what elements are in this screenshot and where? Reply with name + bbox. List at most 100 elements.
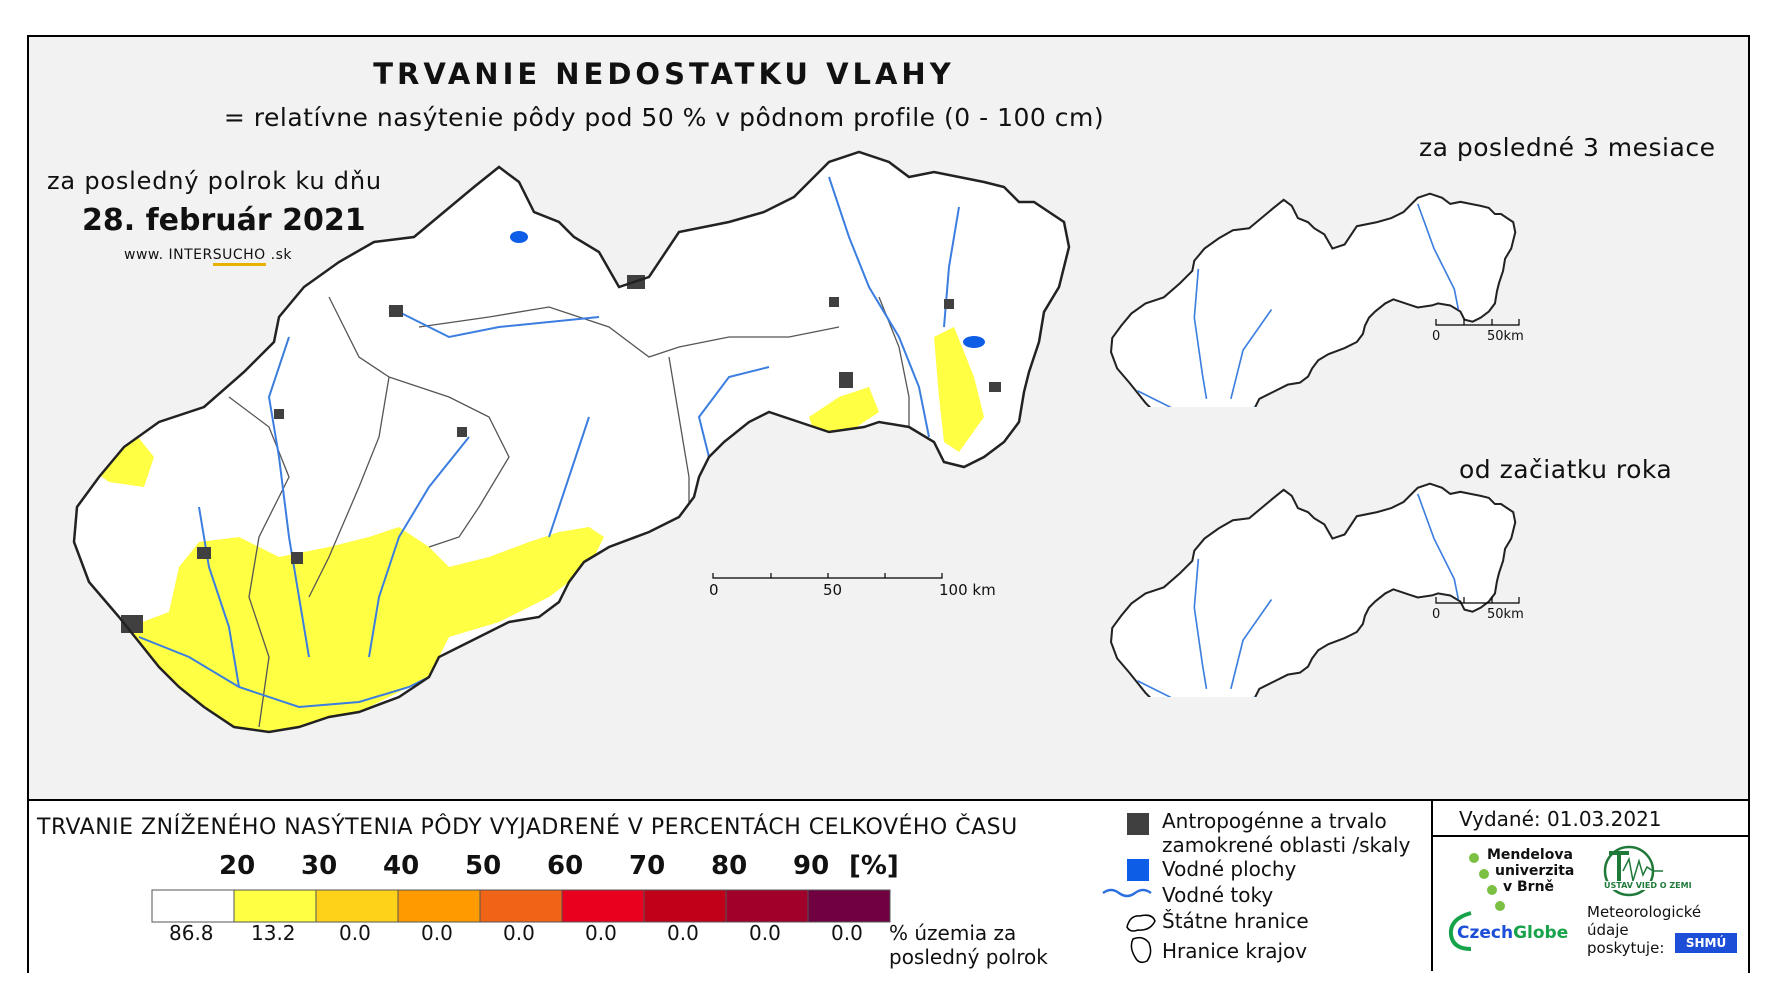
meteo-text: poskytuje: xyxy=(1587,939,1665,957)
map-title: TRVANIE NEDOSTATKU VLAHY xyxy=(373,57,955,91)
inset-3m-scale-bar xyxy=(1435,319,1520,326)
main-date: 28. február 2021 xyxy=(82,203,366,238)
uvgz-logo xyxy=(1603,845,1663,897)
class-label: 30 xyxy=(301,851,338,881)
ramp-box xyxy=(725,889,809,923)
mendel-dot xyxy=(1469,853,1479,863)
pct-value: 0.0 xyxy=(667,921,699,945)
pct-value: 0.0 xyxy=(421,921,453,945)
inset-year-label: od začiatku roka xyxy=(1459,455,1673,484)
inset-year-scale-50: 50km xyxy=(1487,607,1524,622)
pct-value: 0.0 xyxy=(503,921,535,945)
mendel-dot xyxy=(1487,885,1497,895)
rivers xyxy=(138,176,960,709)
map-subtitle: = relatívne nasýtenie pôdy pod 50 % v pô… xyxy=(223,103,1105,132)
partner-logos: Mendelova univerzita v Brně ÚSTAV VIED O… xyxy=(1439,845,1749,970)
region-border xyxy=(668,356,690,517)
urban-area xyxy=(457,427,467,437)
inset-year-scale-0: 0 xyxy=(1432,607,1441,622)
river xyxy=(828,176,930,438)
ramp-box xyxy=(233,889,317,923)
yellow-zone-southwest xyxy=(119,527,604,732)
state-border-key-label: Štátne hranice xyxy=(1162,909,1309,933)
river xyxy=(388,306,600,339)
scale-bar-line xyxy=(1435,319,1520,326)
mendel-name: Mendelova xyxy=(1487,847,1573,863)
river xyxy=(198,506,240,688)
ramp-box xyxy=(561,889,645,923)
class-label: 90 xyxy=(793,851,830,881)
pct-value: 0.0 xyxy=(831,921,863,945)
czechglobe-name: CzechGlobe xyxy=(1457,923,1568,943)
river-key-line xyxy=(1102,888,1152,898)
ramp-box xyxy=(479,889,563,923)
river xyxy=(368,436,470,658)
inset-3m-scale-0: 0 xyxy=(1432,329,1441,344)
ramp-box xyxy=(315,889,399,923)
issued-separator xyxy=(1431,835,1748,837)
region-border xyxy=(388,376,510,548)
river xyxy=(697,366,770,458)
region-key-icon xyxy=(1130,936,1152,964)
ramp-box xyxy=(151,889,235,923)
color-ramp xyxy=(151,889,891,923)
scale-label-100: 100 km xyxy=(939,581,996,599)
urban-area xyxy=(274,409,284,419)
inset-3m-map xyxy=(1110,192,1517,407)
water-bodies xyxy=(510,231,985,348)
state-border-key-icon xyxy=(1126,914,1156,932)
river xyxy=(548,416,590,538)
region-key-shape xyxy=(1130,936,1152,964)
region-border xyxy=(308,296,390,598)
ramp-box xyxy=(643,889,727,923)
water-key-swatch xyxy=(1127,859,1149,881)
urban-area xyxy=(121,615,143,633)
water-key-label: Vodné plochy xyxy=(1162,857,1297,881)
river xyxy=(267,336,310,658)
region-border xyxy=(228,396,290,728)
meteo-text: údaje xyxy=(1587,921,1629,939)
class-label: 70 xyxy=(629,851,666,881)
class-label: 80 xyxy=(711,851,748,881)
map-frame: TRVANIE NEDOSTATKU VLAHY = relatívne nas… xyxy=(27,35,1750,973)
urban-area xyxy=(389,305,403,317)
pct-value: 0.0 xyxy=(749,921,781,945)
river xyxy=(1137,390,1256,407)
urban-key-swatch xyxy=(1127,813,1149,835)
inset-3m-scale-50: 50km xyxy=(1487,329,1524,344)
river xyxy=(1416,203,1460,310)
river-danube xyxy=(138,636,430,709)
legend-panel: TRVANIE ZNÍŽENÉHO NASÝTENIA PÔDY VYJADRE… xyxy=(29,799,1748,973)
mendel-name: univerzita xyxy=(1495,863,1575,879)
river-key-label: Vodné toky xyxy=(1162,883,1274,907)
uvgz-name: ÚSTAV VIED O ZEMI xyxy=(1604,881,1692,890)
czechglobe-arc-shape xyxy=(1448,911,1472,951)
website-suffix: .sk xyxy=(265,247,292,263)
region-border xyxy=(418,306,840,358)
urban-areas xyxy=(121,275,1001,633)
inset-3m-outline xyxy=(1110,192,1517,407)
water-body xyxy=(963,336,985,348)
czechglobe-globe: Globe xyxy=(1513,923,1569,943)
scale-label-0: 0 xyxy=(709,581,719,599)
urban-area xyxy=(944,299,954,309)
website-prefix: www. INTER xyxy=(124,247,213,263)
river xyxy=(1416,493,1460,600)
issued-date: Vydané: 01.03.2021 xyxy=(1459,807,1662,831)
scale-bar-line xyxy=(712,573,943,579)
website-logo: www. INTERSUCHO .sk xyxy=(124,247,292,266)
urban-area xyxy=(989,382,1001,392)
main-period-label: za posledný polrok ku dňu xyxy=(47,167,382,195)
inset-year-rivers xyxy=(1137,493,1460,697)
pct-value: 86.8 xyxy=(169,921,214,945)
mendel-dot xyxy=(1479,869,1489,879)
mendel-dot xyxy=(1495,901,1505,911)
urban-area xyxy=(839,372,853,388)
water-body xyxy=(510,231,528,243)
river xyxy=(1193,558,1208,690)
urban-area xyxy=(197,547,211,559)
region-key-label: Hranice krajov xyxy=(1162,939,1308,963)
river xyxy=(1193,268,1208,400)
map-panel: TRVANIE NEDOSTATKU VLAHY = relatívne nas… xyxy=(29,37,1748,799)
class-label-unit: [%] xyxy=(849,851,899,881)
